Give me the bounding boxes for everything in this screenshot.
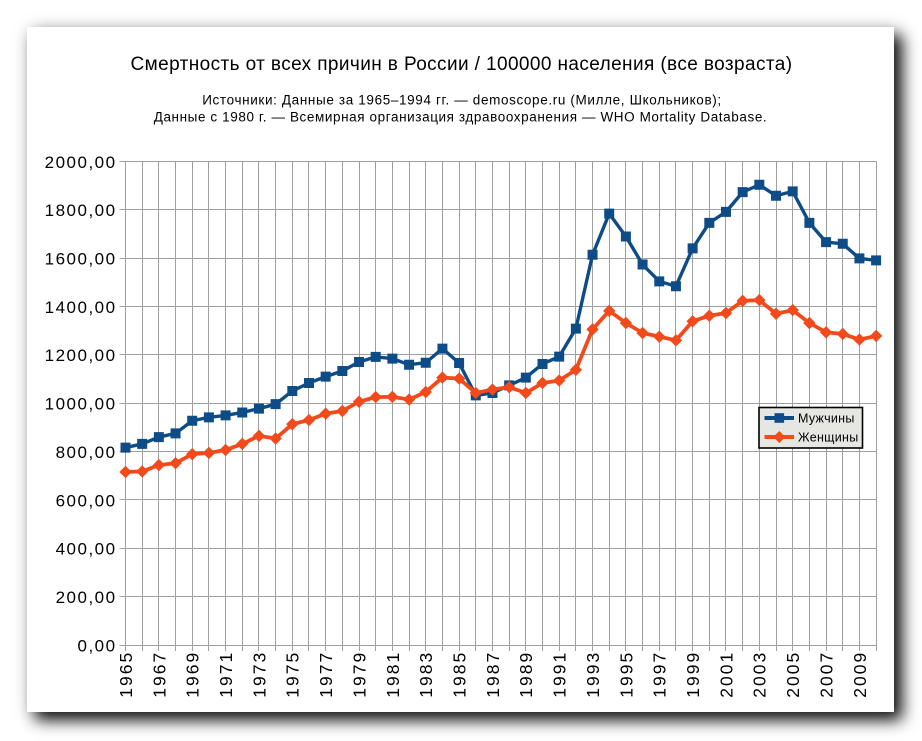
svg-text:1989: 1989 bbox=[516, 651, 536, 698]
svg-text:1965: 1965 bbox=[116, 651, 136, 698]
svg-text:1600,00: 1600,00 bbox=[45, 250, 117, 269]
svg-text:2005: 2005 bbox=[783, 651, 803, 698]
svg-text:1983: 1983 bbox=[416, 651, 436, 698]
svg-text:2009: 2009 bbox=[850, 651, 870, 698]
svg-text:1987: 1987 bbox=[483, 651, 503, 698]
svg-text:1967: 1967 bbox=[149, 651, 169, 698]
svg-text:800,00: 800,00 bbox=[56, 443, 117, 462]
svg-text:1200,00: 1200,00 bbox=[45, 346, 117, 365]
svg-text:2003: 2003 bbox=[750, 651, 770, 698]
svg-text:0,00: 0,00 bbox=[78, 636, 117, 655]
svg-text:400,00: 400,00 bbox=[56, 540, 117, 559]
svg-text:1977: 1977 bbox=[316, 651, 336, 698]
svg-text:1000,00: 1000,00 bbox=[45, 395, 117, 414]
svg-text:1997: 1997 bbox=[650, 651, 670, 698]
svg-text:1400,00: 1400,00 bbox=[45, 298, 117, 317]
svg-text:1800,00: 1800,00 bbox=[45, 201, 117, 220]
svg-text:2000,00: 2000,00 bbox=[45, 153, 117, 172]
svg-text:1975: 1975 bbox=[283, 651, 303, 698]
svg-text:2007: 2007 bbox=[816, 651, 836, 698]
svg-text:Источники: Данные за 1965–1994: Источники: Данные за 1965–1994 гг. — dem… bbox=[202, 93, 722, 108]
svg-text:Данные с 1980 г. — Всемирная о: Данные с 1980 г. — Всемирная организация… bbox=[154, 110, 768, 125]
svg-text:Смертность от всех причин в Ро: Смертность от всех причин в России / 100… bbox=[131, 54, 793, 75]
svg-text:600,00: 600,00 bbox=[56, 491, 117, 510]
svg-text:1991: 1991 bbox=[550, 651, 570, 698]
svg-text:1981: 1981 bbox=[383, 651, 403, 698]
svg-text:200,00: 200,00 bbox=[56, 588, 117, 607]
svg-text:1995: 1995 bbox=[616, 651, 636, 698]
svg-text:1973: 1973 bbox=[249, 651, 269, 698]
svg-text:1985: 1985 bbox=[450, 651, 470, 698]
svg-text:1979: 1979 bbox=[349, 651, 369, 698]
svg-text:Мужчины: Мужчины bbox=[798, 412, 855, 426]
svg-text:2001: 2001 bbox=[716, 651, 736, 698]
svg-text:1971: 1971 bbox=[216, 651, 236, 698]
svg-text:Женщины: Женщины bbox=[798, 431, 859, 445]
svg-text:1999: 1999 bbox=[683, 651, 703, 698]
svg-text:1969: 1969 bbox=[183, 651, 203, 698]
svg-text:1993: 1993 bbox=[583, 651, 603, 698]
